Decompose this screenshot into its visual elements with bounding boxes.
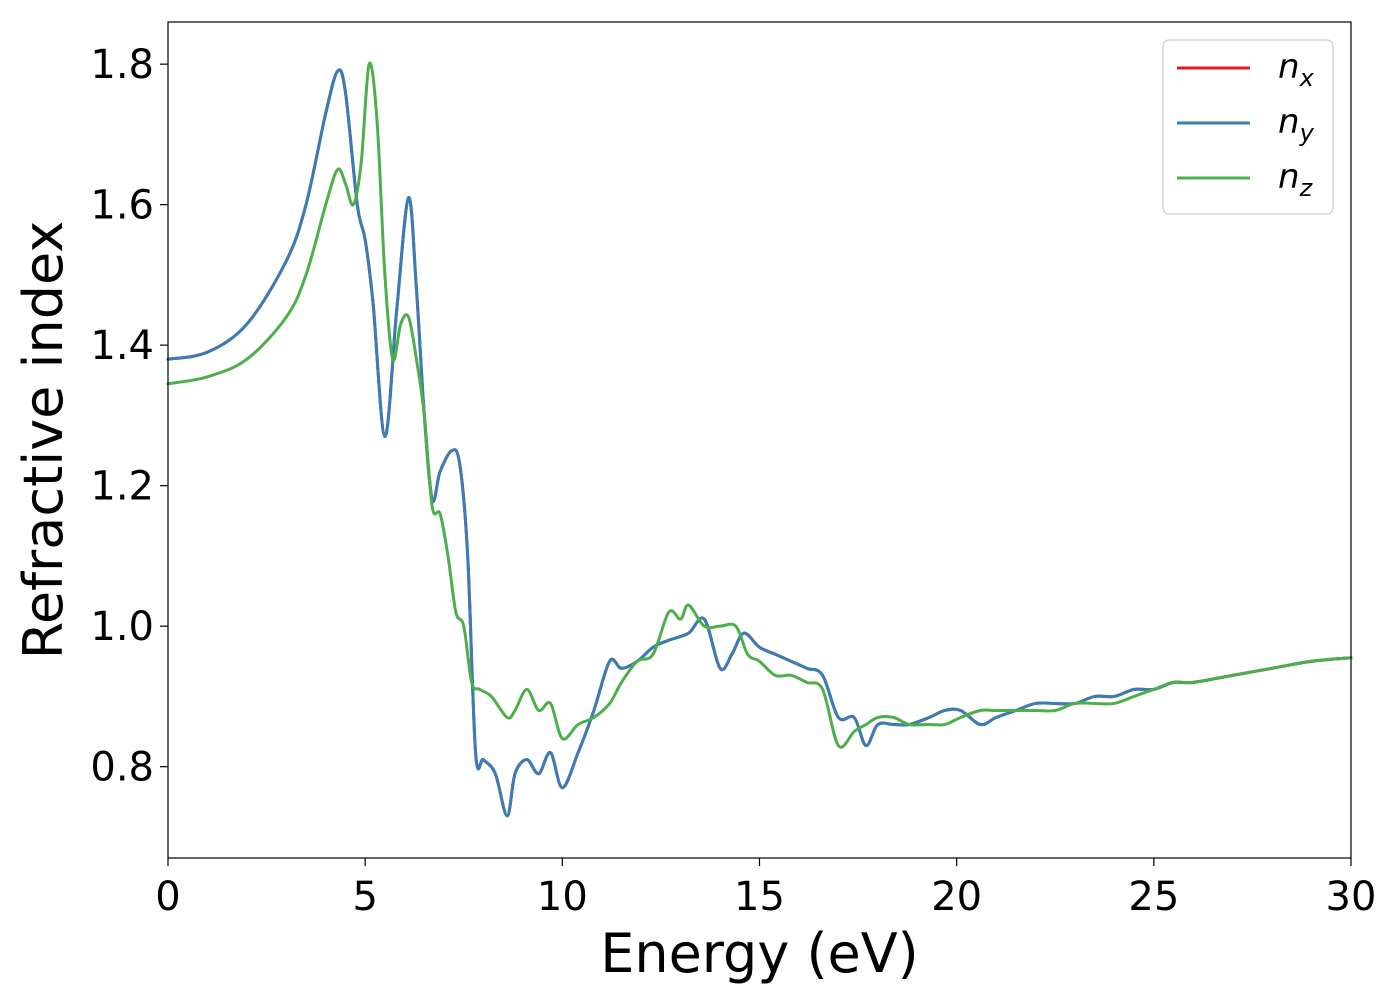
y-tick-label: 1.6 [90,183,154,229]
y-tick-label: 1.0 [90,604,154,650]
x-tick-label: 25 [1128,874,1179,920]
legend-label-nz: nz [1278,157,1314,202]
y-tick-label: 1.4 [90,323,154,369]
y-tick-label: 1.2 [90,464,154,510]
x-tick-label: 15 [734,874,785,920]
legend-label-main: n [1278,47,1300,87]
x-tick-label: 0 [155,874,180,920]
series-line-nz [166,61,1353,749]
legend-label-main: n [1278,102,1300,142]
legend-label-subscript: y [1299,119,1315,147]
y-tick-label: 1.8 [90,42,154,88]
legend-label-nx: nx [1278,47,1315,92]
x-tick-label: 5 [352,874,377,920]
x-axis-title: Energy (eV) [600,922,919,985]
plot-area [168,22,1351,858]
y-tick-label: 0.8 [90,745,154,791]
x-tick-label: 30 [1326,874,1377,920]
series-layer [166,61,1353,818]
y-axis-title: Refractive index [12,221,75,660]
x-tick-label: 10 [537,874,588,920]
x-tick-label: 20 [931,874,982,920]
legend-label-ny: ny [1278,102,1315,147]
legend-label-main: n [1278,157,1300,197]
y-axis: 0.8 1.0 1.2 1.4 1.6 1.8 [90,42,168,791]
x-axis: 0 5 10 15 20 25 30 [155,858,1376,920]
legend-label-subscript: z [1299,174,1314,202]
legend-label-subscript: x [1299,64,1315,92]
legend-box [1162,39,1334,215]
